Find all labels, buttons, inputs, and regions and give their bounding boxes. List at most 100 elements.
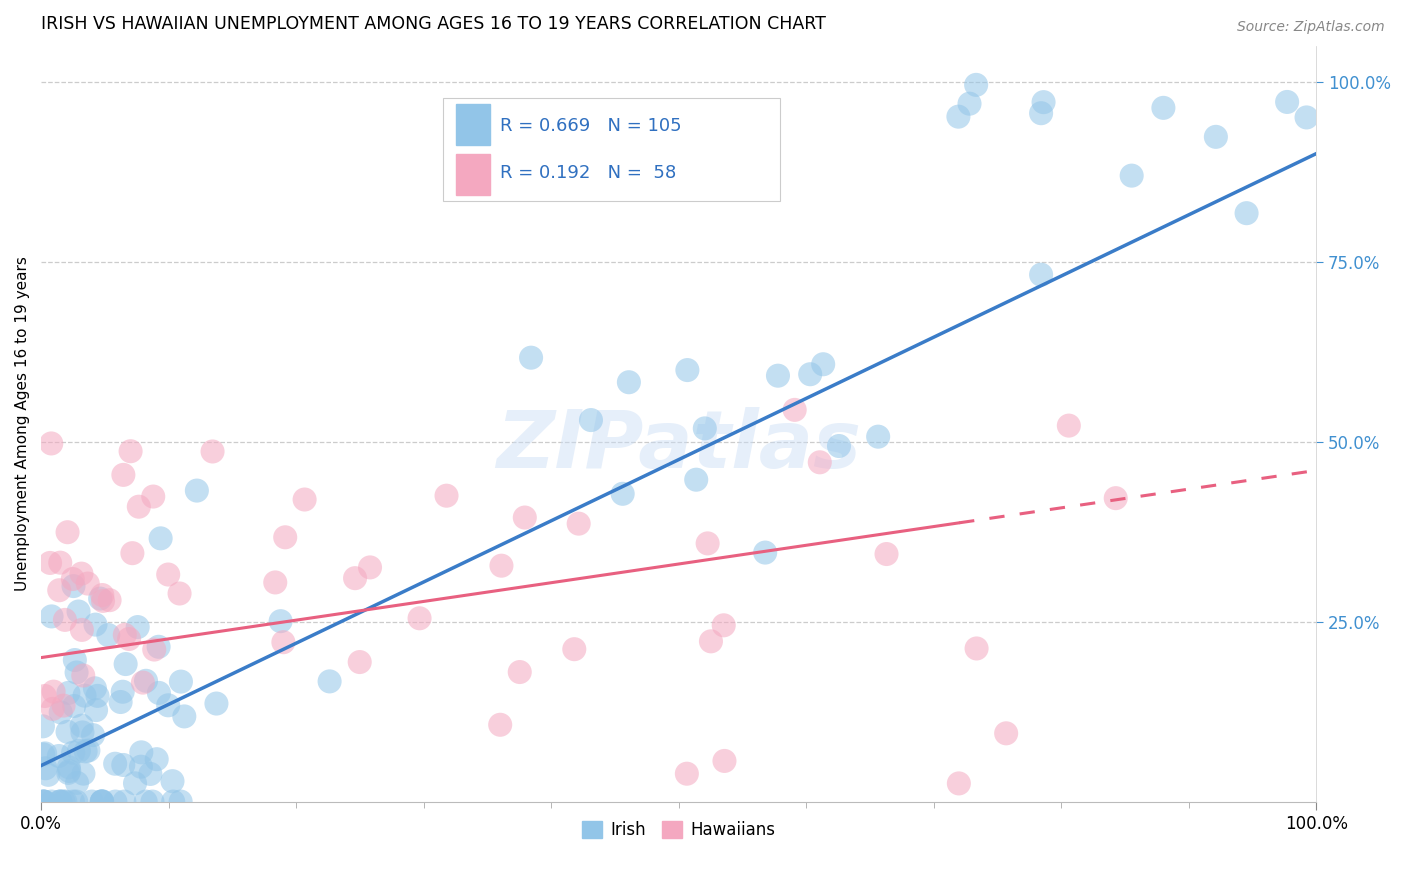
Point	[65, 795, 87, 809]
Point	[344, 571, 367, 585]
Bar	[457, 104, 491, 145]
Point	[49, 706, 72, 720]
Point	[73, 689, 96, 703]
Point	[97, 628, 120, 642]
Point	[84, 681, 107, 696]
Point	[32, 795, 55, 809]
Point	[270, 614, 292, 628]
Point	[1029, 106, 1052, 120]
Bar	[457, 153, 491, 194]
Point	[754, 545, 776, 559]
Point	[408, 611, 430, 625]
Point	[112, 758, 135, 772]
Point	[700, 634, 723, 648]
Point	[70, 566, 93, 581]
Point	[489, 718, 512, 732]
Point	[98, 593, 121, 607]
Point	[349, 655, 371, 669]
Point	[58, 686, 80, 700]
Point	[67, 605, 90, 619]
Point	[1295, 111, 1317, 125]
Point	[811, 357, 834, 371]
Point	[149, 532, 172, 546]
Point	[135, 673, 157, 688]
Point	[509, 665, 531, 679]
Point	[86, 689, 108, 703]
Point	[91, 594, 114, 608]
Text: IRISH VS HAWAIIAN UNEMPLOYMENT AMONG AGES 16 TO 19 YEARS CORRELATION CHART: IRISH VS HAWAIIAN UNEMPLOYMENT AMONG AGE…	[41, 15, 825, 33]
Point	[520, 351, 543, 365]
Point	[1057, 418, 1080, 433]
Point	[808, 455, 831, 469]
Point	[39, 556, 62, 570]
Point	[1152, 101, 1174, 115]
Point	[359, 560, 381, 574]
Point	[868, 430, 890, 444]
Point	[72, 766, 94, 780]
Point	[713, 618, 735, 632]
Point	[62, 795, 84, 809]
Point	[70, 719, 93, 733]
Point	[142, 490, 165, 504]
Point	[676, 766, 699, 780]
Point	[89, 591, 111, 606]
Point	[995, 726, 1018, 740]
Text: R = 0.192   N =  58: R = 0.192 N = 58	[501, 164, 676, 182]
Point	[145, 752, 167, 766]
Point	[612, 487, 634, 501]
Point	[91, 794, 114, 808]
Point	[959, 96, 981, 111]
Legend: Irish, Hawaiians: Irish, Hawaiians	[575, 814, 782, 847]
Point	[58, 765, 80, 780]
Point	[56, 724, 79, 739]
Point	[65, 665, 87, 680]
Point	[63, 653, 86, 667]
Text: Source: ZipAtlas.com: Source: ZipAtlas.com	[1237, 20, 1385, 34]
Point	[143, 642, 166, 657]
Point	[110, 695, 132, 709]
Point	[162, 774, 184, 789]
Point	[32, 747, 55, 762]
Point	[828, 439, 851, 453]
Point	[157, 567, 180, 582]
FancyBboxPatch shape	[443, 98, 780, 201]
Point	[32, 719, 55, 733]
Point	[48, 749, 70, 764]
Point	[39, 436, 62, 450]
Point	[1032, 95, 1054, 110]
Point	[62, 746, 84, 760]
Point	[318, 674, 340, 689]
Point	[124, 776, 146, 790]
Point	[264, 575, 287, 590]
Point	[84, 703, 107, 717]
Point	[139, 767, 162, 781]
Point	[48, 583, 70, 598]
Point	[157, 698, 180, 713]
Point	[131, 745, 153, 759]
Point	[48, 795, 70, 809]
Point	[53, 613, 76, 627]
Point	[948, 110, 970, 124]
Point	[90, 795, 112, 809]
Point	[58, 764, 80, 778]
Point	[713, 754, 735, 768]
Point	[294, 492, 316, 507]
Point	[186, 483, 208, 498]
Point	[112, 795, 135, 809]
Point	[1236, 206, 1258, 220]
Point	[118, 632, 141, 646]
Point	[676, 363, 699, 377]
Point	[127, 620, 149, 634]
Point	[129, 760, 152, 774]
Point	[169, 795, 191, 809]
Point	[90, 795, 112, 809]
Point	[104, 756, 127, 771]
Y-axis label: Unemployment Among Ages 16 to 19 years: Unemployment Among Ages 16 to 19 years	[15, 256, 30, 591]
Point	[568, 516, 591, 531]
Point	[34, 689, 56, 703]
Point	[783, 403, 806, 417]
Point	[41, 702, 63, 716]
Point	[876, 547, 898, 561]
Point	[513, 510, 536, 524]
Point	[579, 413, 602, 427]
